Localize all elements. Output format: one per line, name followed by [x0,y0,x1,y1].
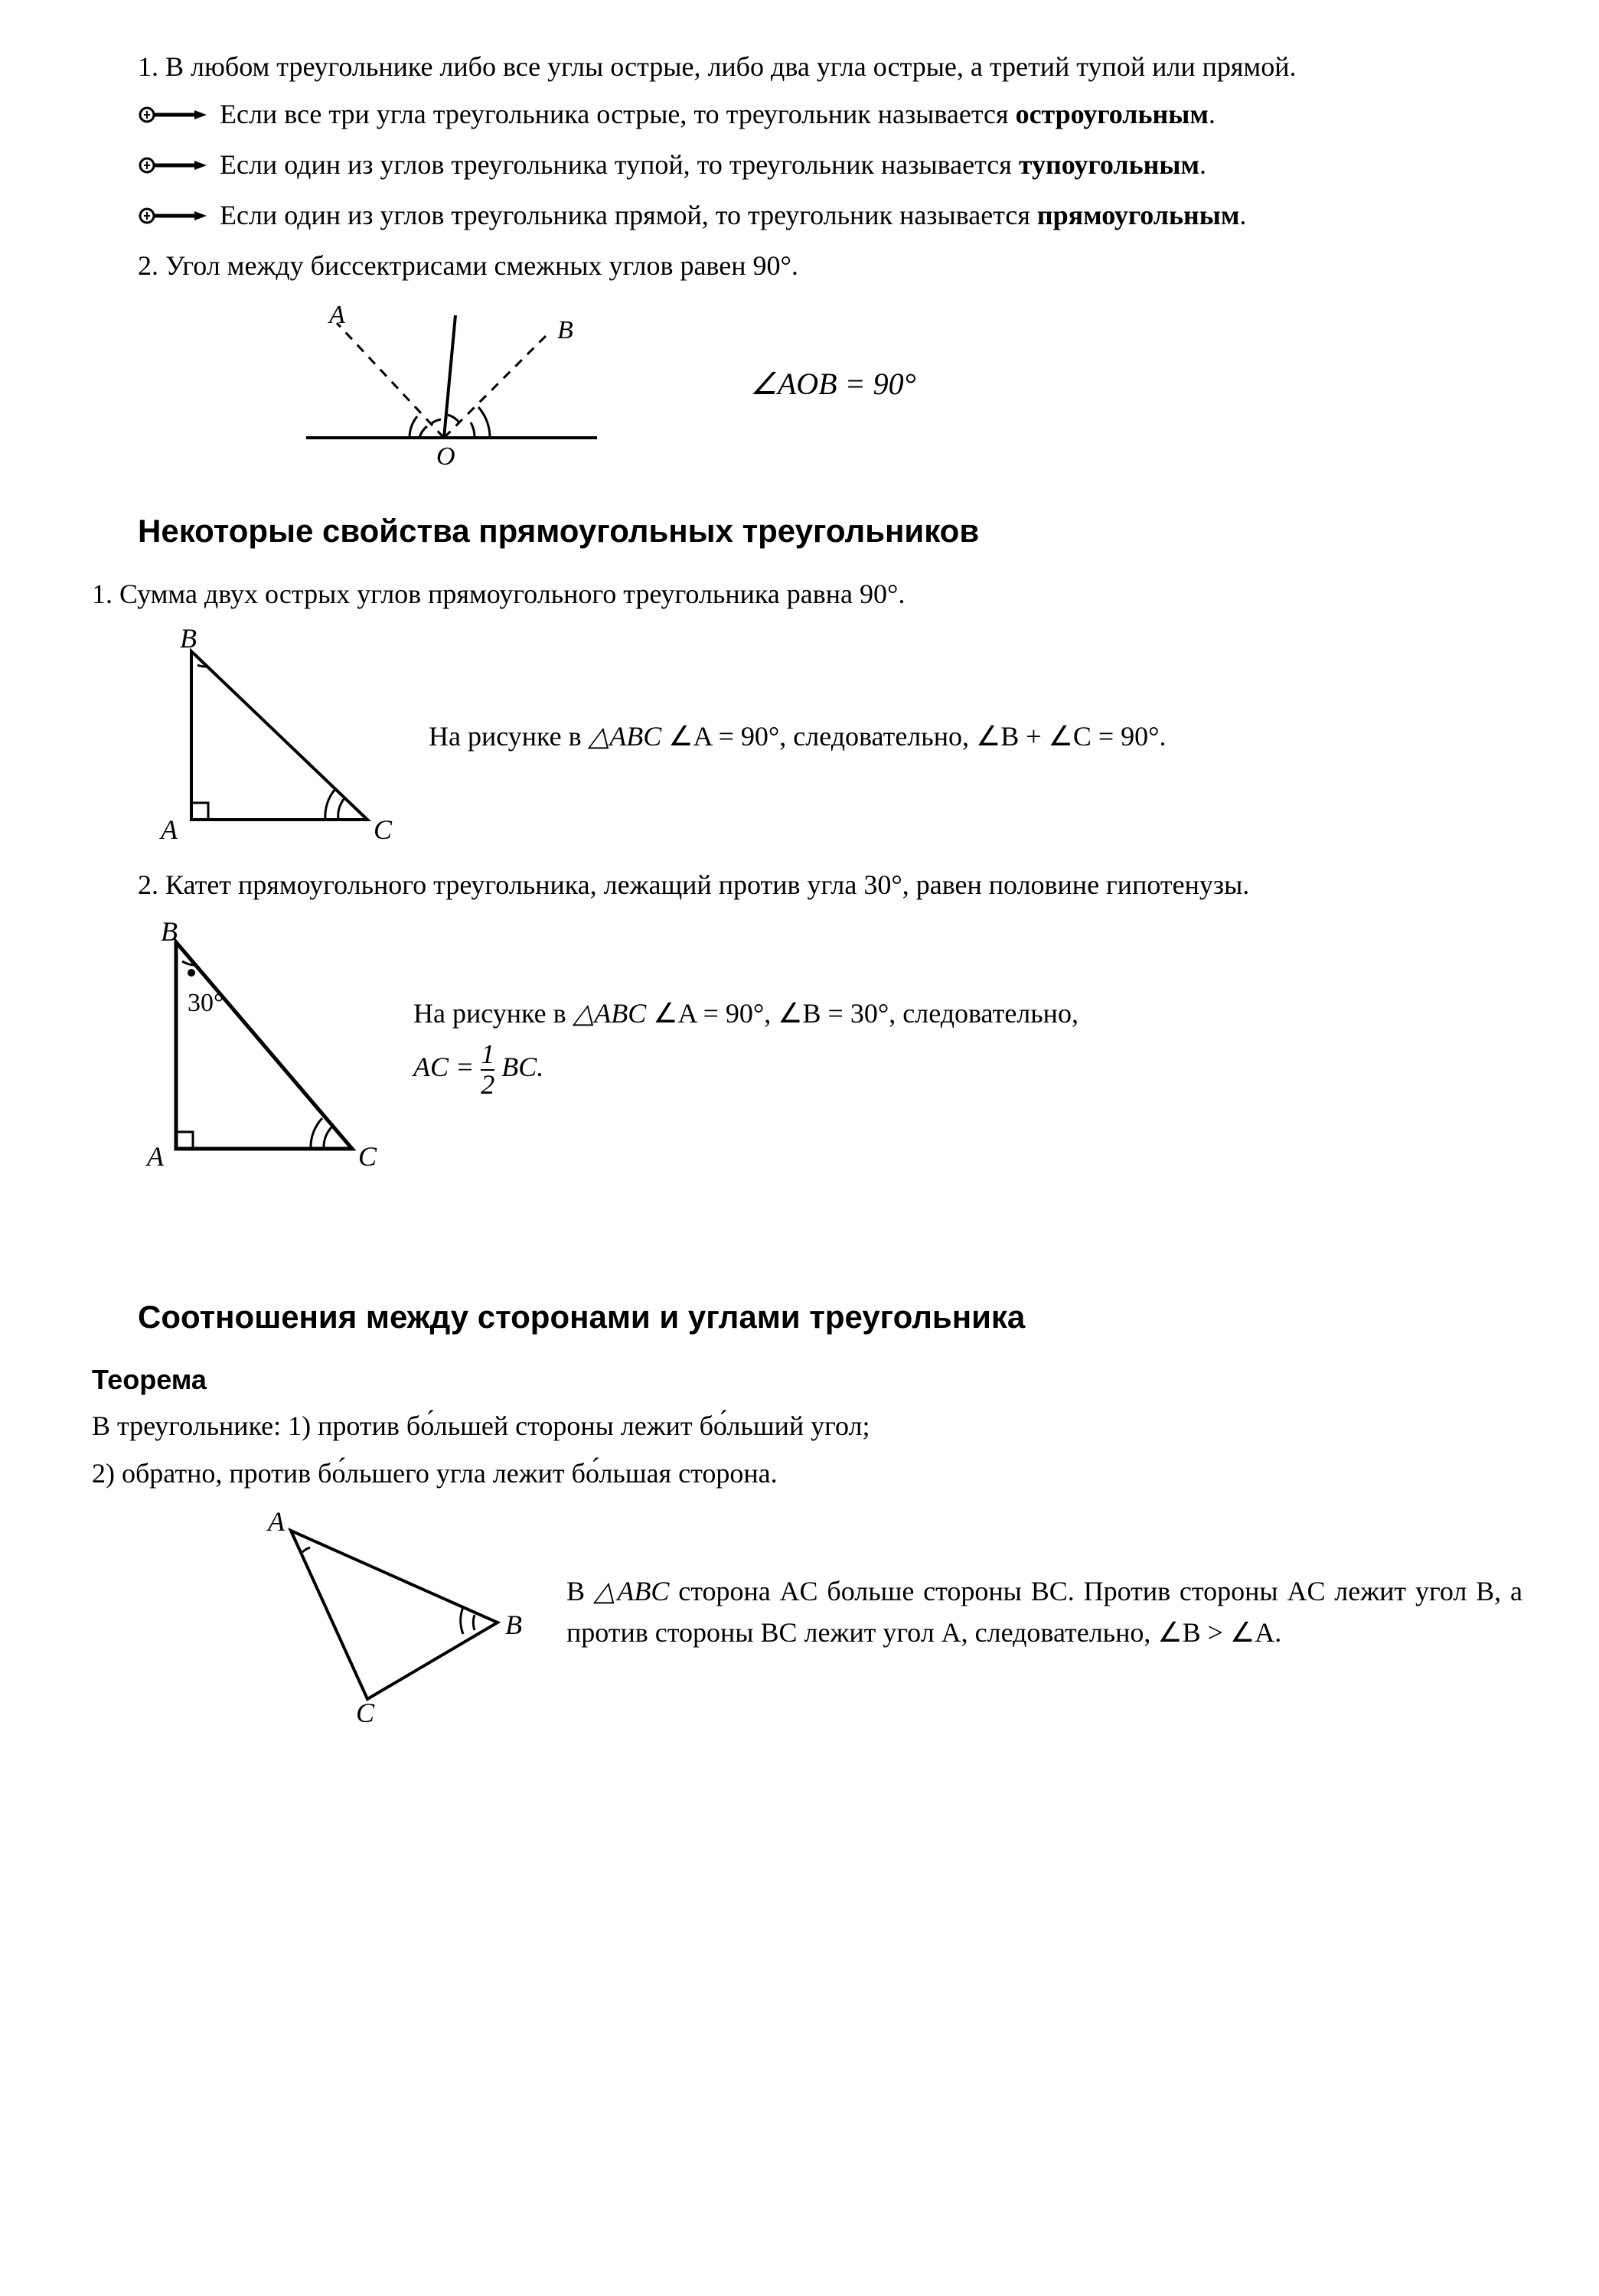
figure-aob: A B O ∠AOB = 90° [291,300,1522,468]
bullet-3: Если один из углов треугольника прямой, … [92,194,1522,239]
bullet3-bold: прямоугольным [1037,200,1240,230]
bullet1-text: Если все три угла треугольника острые, т… [220,99,1016,129]
figure-abc-3: A B C В △ABC сторона AC больше стороны B… [245,1508,1522,1722]
label-B: B [557,316,573,344]
svg-text:C: C [356,1698,375,1722]
figure-abc-1: A B C На рисунке в △ABC ∠A = 90°, следов… [153,628,1522,850]
figure-abc-1-svg: A B C [153,628,398,850]
bullet1-bold: остроугольным [1016,99,1209,129]
svg-text:A: A [145,1141,165,1172]
key-icon [138,197,207,239]
label-O: O [436,442,455,468]
key-icon [138,96,207,138]
svg-text:B: B [161,919,178,947]
theorem-line1: В треугольнике: 1) против бо́льшей сторо… [92,1405,1522,1446]
bullet-2: Если один из углов треугольника тупой, т… [92,144,1522,188]
sec1-item1: 1. Сумма двух острых углов прямоугольног… [92,573,1522,615]
theorem-label: Теорема [92,1359,1522,1401]
theorem-line2: 2) обратно, против бо́льшего угла лежит … [92,1453,1522,1494]
sec1-item2: 2. Катет прямоугольного треугольника, ле… [92,864,1522,905]
heading-right-triangles: Некоторые свойства прямоугольных треугол… [138,507,1522,555]
svg-text:B: B [180,628,197,654]
bullet2-bold: тупоугольным [1019,149,1199,180]
figure-abc-1-caption: На рисунке в △ABC ∠A = 90°, следовательн… [429,716,1522,763]
figure-abc-3-caption: В △ABC сторона AC больше стороны BC. Про… [566,1570,1522,1659]
figure-abc-3-svg: A B C [245,1508,536,1722]
bullet2-text: Если один из углов треугольника тупой, т… [220,149,1019,180]
intro-para2: 2. Угол между биссектрисами смежных угло… [92,245,1522,286]
figure-abc-2: 30° A B C На рисунке в △ABC ∠A = 90°, ∠B… [145,919,1522,1179]
key-icon [138,147,207,188]
bullet-1: Если все три угла треугольника острые, т… [92,93,1522,138]
bullet3-text: Если один из углов треугольника прямой, … [220,200,1037,230]
figure-aob-svg: A B O [291,300,612,468]
svg-text:A: A [159,814,178,845]
figure-aob-equation: ∠AOB = 90° [750,361,916,407]
svg-text:C: C [358,1141,377,1172]
figure-abc-2-caption: На рисунке в △ABC ∠A = 90°, ∠B = 30°, сл… [413,993,1522,1106]
svg-text:B: B [505,1609,522,1640]
label-A: A [328,301,345,329]
svg-text:C: C [374,814,393,845]
heading-relations: Соотношения между сторонами и углами тре… [138,1293,1522,1341]
svg-text:30°: 30° [188,989,224,1017]
intro-para1: 1. В любом треугольнике либо все углы ос… [92,46,1522,87]
svg-text:A: A [266,1508,286,1537]
figure-abc-2-svg: 30° A B C [145,919,383,1179]
